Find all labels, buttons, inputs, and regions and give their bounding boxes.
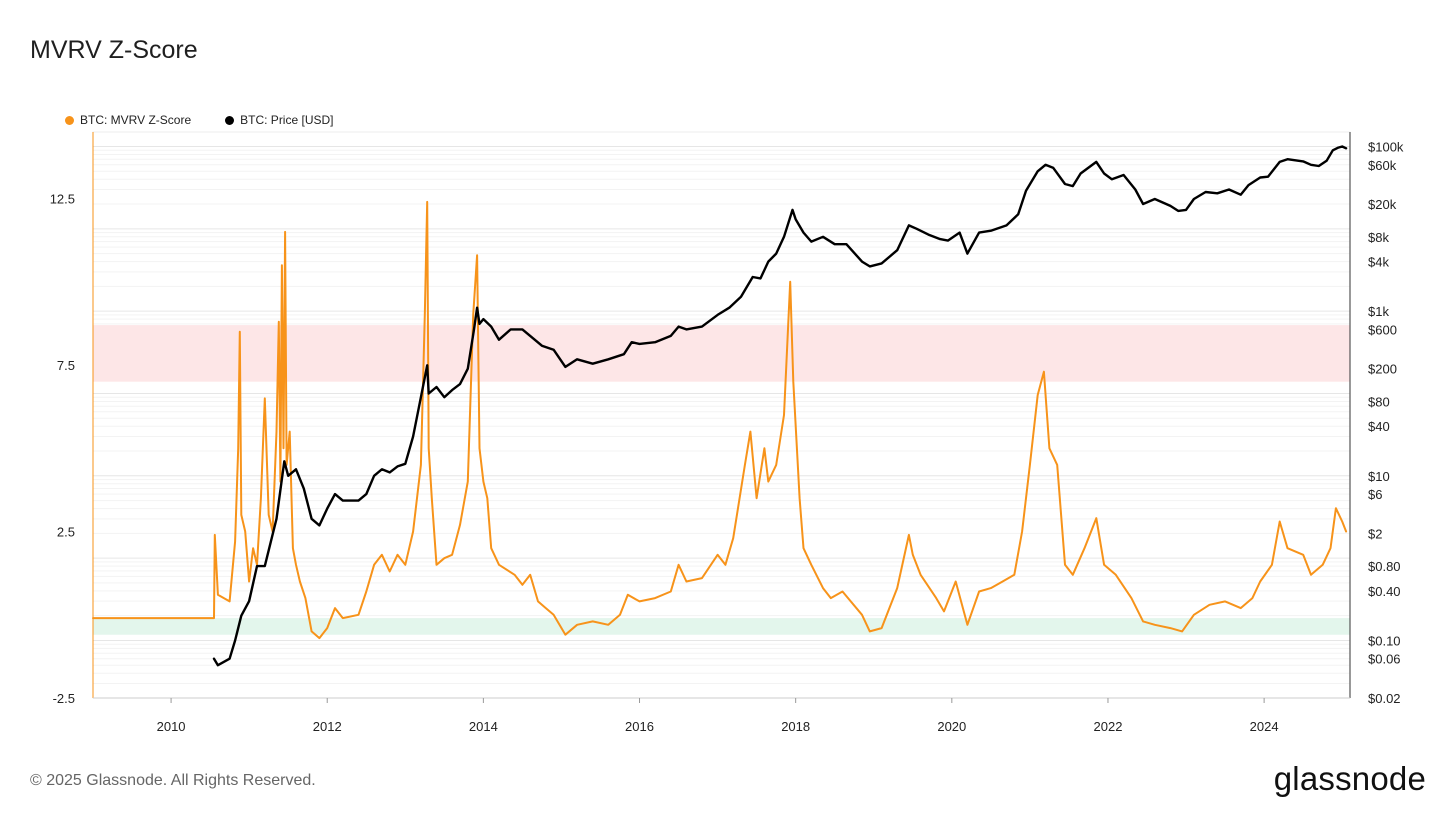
y-left-tick-label: 2.5: [57, 525, 75, 540]
y-right-tick-label: $4k: [1368, 255, 1389, 270]
y-left-tick-label: 7.5: [57, 358, 75, 373]
x-tick-label: 2014: [469, 719, 498, 734]
x-tick-label: 2012: [313, 719, 342, 734]
x-tick-label: 2010: [157, 719, 186, 734]
page-title: MVRV Z-Score: [30, 36, 198, 64]
legend-swatch-mvrv: [65, 115, 74, 125]
x-tick-label: 2020: [937, 719, 966, 734]
y-right-tick-label: $2: [1368, 526, 1382, 541]
y-left-tick-label: -2.5: [53, 691, 75, 706]
y-right-tick-label: $60k: [1368, 158, 1397, 173]
y-right-tick-label: $80: [1368, 394, 1390, 409]
y-right-tick-label: $100k: [1368, 139, 1404, 154]
y-right-tick-label: $20k: [1368, 197, 1397, 212]
series-line-mvrv: [92, 200, 1348, 640]
band-undervalued: [93, 618, 1350, 635]
y-right-tick-label: $0.06: [1368, 652, 1401, 667]
y-left-tick-label: 12.5: [50, 192, 75, 207]
y-right-tick-label: $40: [1368, 419, 1390, 434]
chart-legend: BTC: MVRV Z-Score BTC: Price [USD]: [65, 113, 334, 127]
x-tick-label: 2024: [1250, 719, 1279, 734]
legend-item-price[interactable]: BTC: Price [USD]: [225, 113, 334, 127]
mvrv-chart: 12.5 7.5 2.5 -2.5 $100k $60k $20k $8k $4k $1k $600…: [50, 131, 1404, 734]
brand-logo: glassnode: [1273, 760, 1426, 797]
x-tick-label: 2018: [781, 719, 810, 734]
x-tick-label: 2022: [1094, 719, 1123, 734]
copyright-text: © 2025 Glassnode. All Rights Reserved.: [30, 772, 316, 789]
y-right-tick-label: $0.80: [1368, 559, 1401, 574]
legend-label-mvrv: BTC: MVRV Z-Score: [80, 113, 192, 127]
y-right-tick-label: $600: [1368, 322, 1397, 337]
y-right-tick-label: $0.10: [1368, 633, 1401, 648]
y-right-tick-label: $0.02: [1368, 691, 1401, 706]
y-right-tick-label: $10: [1368, 469, 1390, 484]
y-right-tick-label: $6: [1368, 487, 1382, 502]
y-right-tick-label: $0.40: [1368, 584, 1401, 599]
y-right-tick-label: $8k: [1368, 230, 1389, 245]
y-right-tick-label: $200: [1368, 362, 1397, 377]
x-tick-label: 2016: [625, 719, 654, 734]
y-right-tick-label: $1k: [1368, 304, 1389, 319]
series-line-price: [212, 145, 1348, 667]
plot-area: [92, 131, 1351, 699]
legend-swatch-price: [225, 115, 235, 125]
legend-label-price: BTC: Price [USD]: [240, 113, 334, 127]
legend-item-mvrv[interactable]: BTC: MVRV Z-Score: [65, 113, 191, 127]
band-overvalued: [93, 325, 1350, 382]
